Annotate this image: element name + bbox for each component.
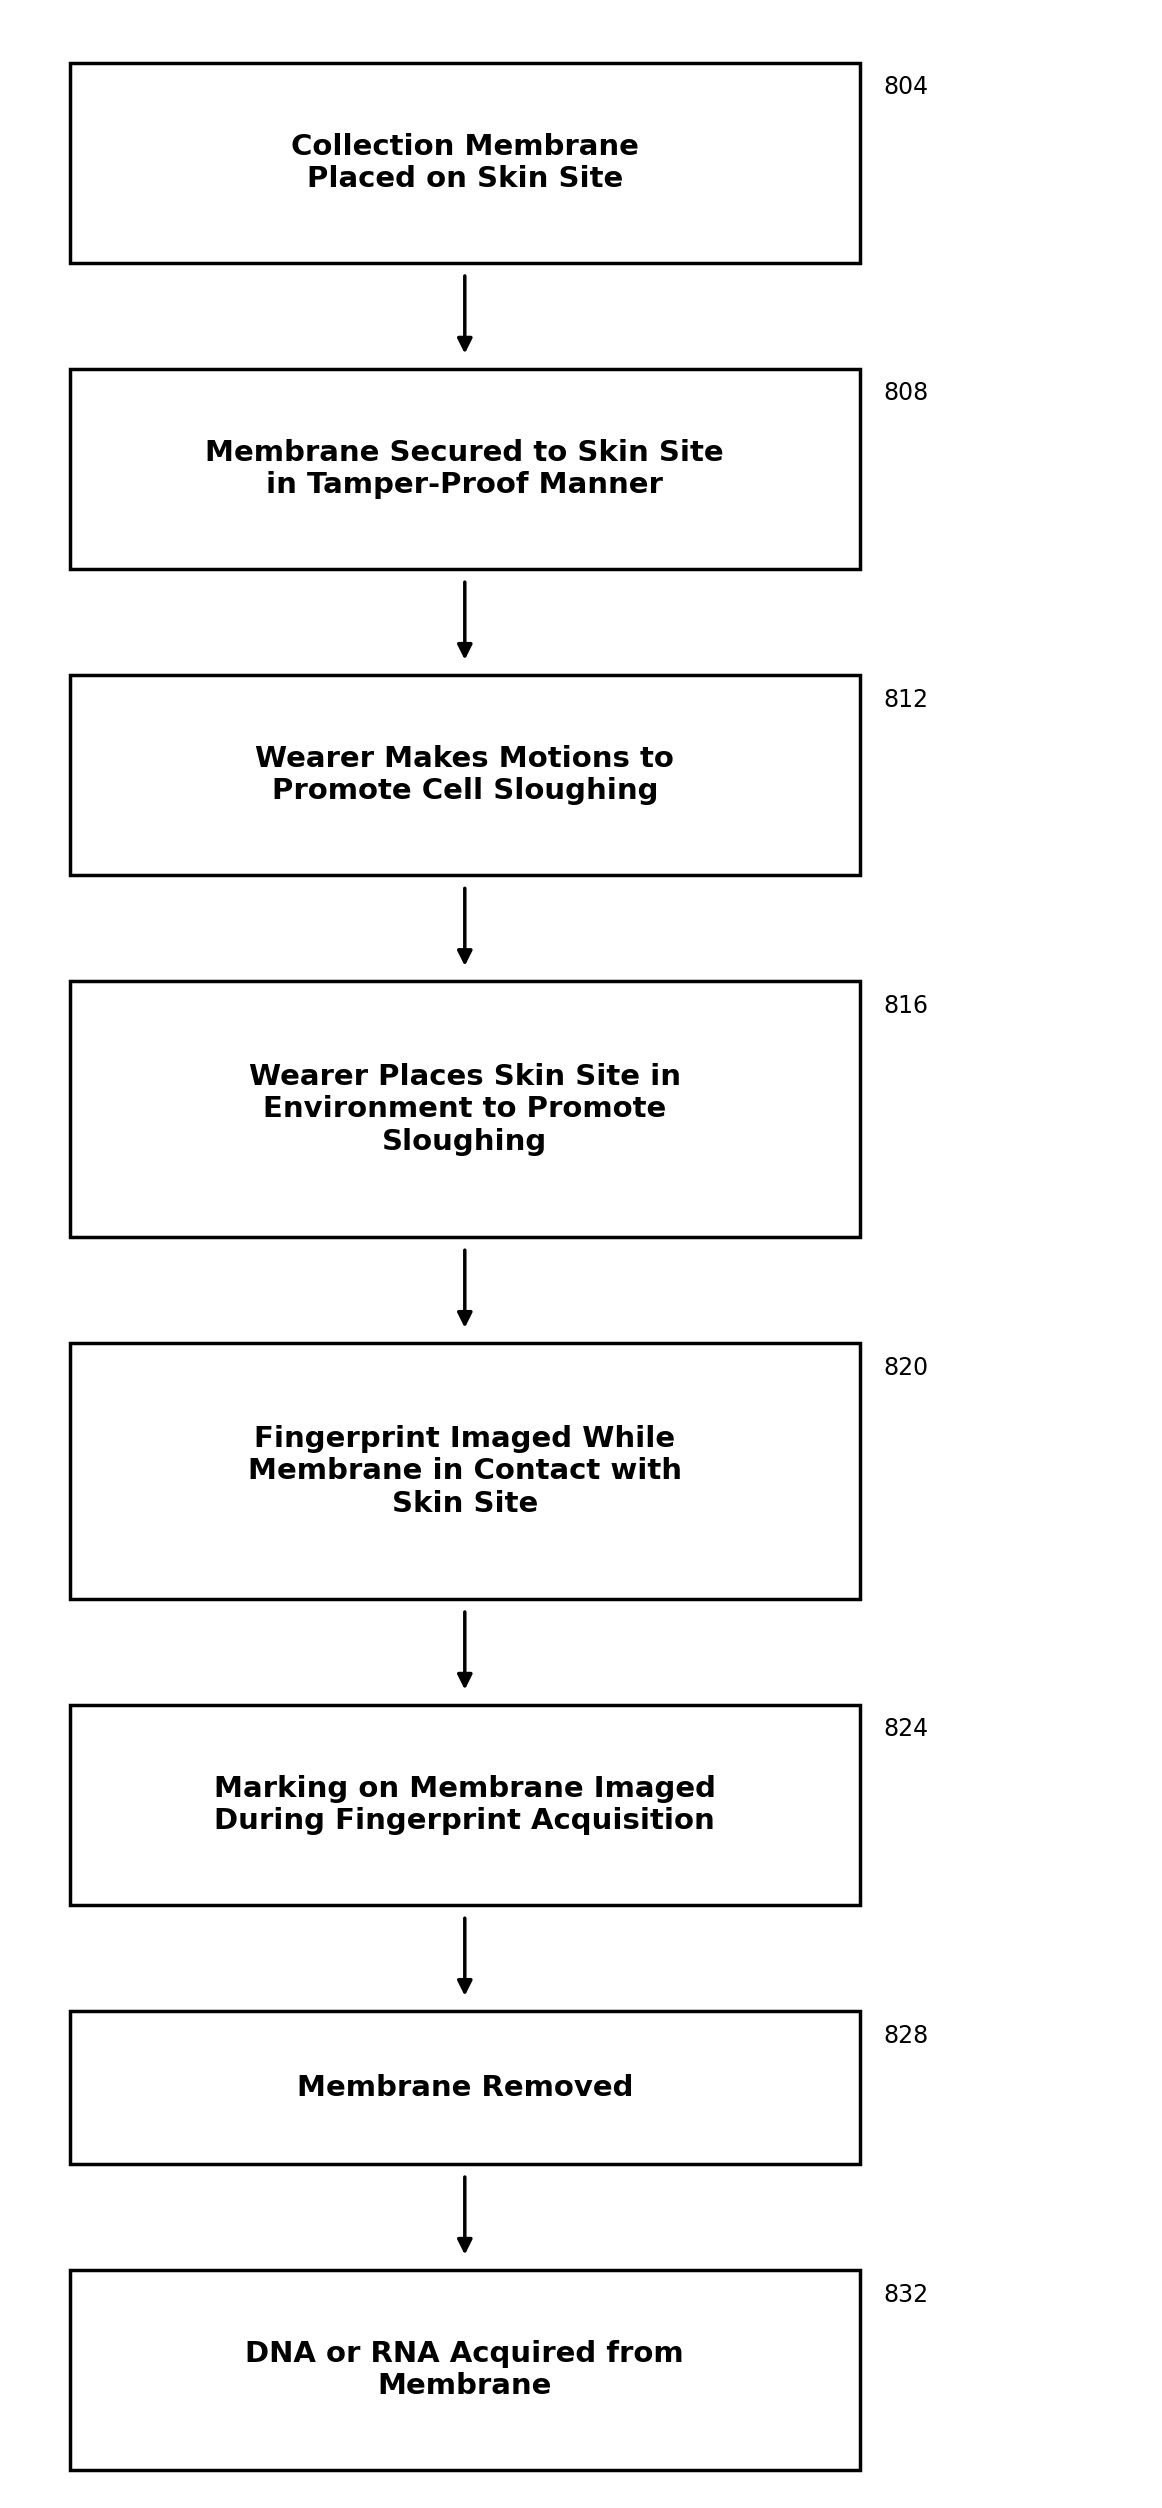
Text: Wearer Makes Motions to
Promote Cell Sloughing: Wearer Makes Motions to Promote Cell Slo… — [256, 745, 674, 805]
FancyBboxPatch shape — [70, 1344, 860, 1600]
FancyBboxPatch shape — [70, 981, 860, 1236]
FancyBboxPatch shape — [70, 369, 860, 569]
Text: 820: 820 — [883, 1357, 928, 1379]
Text: 824: 824 — [883, 1718, 928, 1741]
Text: Membrane Secured to Skin Site
in Tamper-Proof Manner: Membrane Secured to Skin Site in Tamper-… — [206, 439, 724, 499]
FancyBboxPatch shape — [70, 1705, 860, 1906]
FancyBboxPatch shape — [70, 675, 860, 875]
Text: 828: 828 — [883, 2024, 928, 2047]
Text: 812: 812 — [883, 687, 928, 712]
Text: 804: 804 — [883, 75, 928, 100]
Text: Fingerprint Imaged While
Membrane in Contact with
Skin Site: Fingerprint Imaged While Membrane in Con… — [248, 1425, 682, 1517]
FancyBboxPatch shape — [70, 2011, 860, 2164]
FancyBboxPatch shape — [70, 2270, 860, 2470]
FancyBboxPatch shape — [70, 63, 860, 263]
Text: Wearer Places Skin Site in
Environment to Promote
Sloughing: Wearer Places Skin Site in Environment t… — [249, 1063, 681, 1156]
Text: 816: 816 — [883, 993, 928, 1018]
Text: Membrane Removed: Membrane Removed — [296, 2074, 633, 2102]
Text: Collection Membrane
Placed on Skin Site: Collection Membrane Placed on Skin Site — [290, 133, 639, 193]
Text: 832: 832 — [883, 2282, 928, 2307]
Text: DNA or RNA Acquired from
Membrane: DNA or RNA Acquired from Membrane — [245, 2340, 684, 2400]
Text: 808: 808 — [883, 381, 928, 406]
Text: Marking on Membrane Imaged
During Fingerprint Acquisition: Marking on Membrane Imaged During Finger… — [214, 1776, 716, 1836]
